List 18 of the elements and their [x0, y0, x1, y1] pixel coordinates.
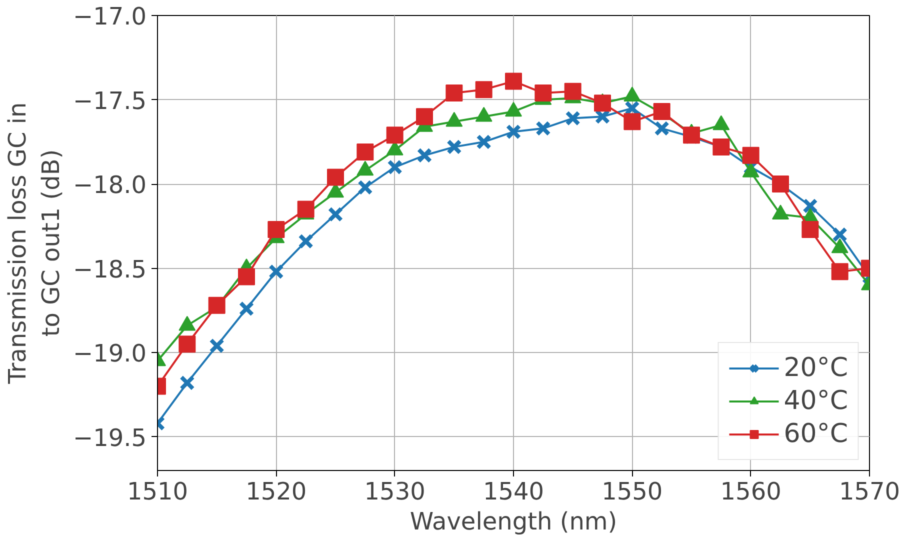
y-tick-label: −17.5 — [72, 86, 146, 115]
y-axis-title: Transmission loss GC in to GC out1 (dB) — [3, 102, 65, 385]
x-axis-title: Wavelength (nm) — [410, 508, 618, 536]
y-tick-label: −19.5 — [72, 424, 146, 452]
x-tick-label: 1570 — [838, 478, 900, 506]
legend-label: 20°C — [784, 353, 848, 383]
legend-label: 60°C — [784, 419, 848, 449]
legend-label: 40°C — [784, 386, 848, 416]
y-tick-label: −18.0 — [72, 171, 146, 200]
x-tick-label: 1530 — [364, 478, 426, 506]
x-tick-label: 1560 — [720, 478, 782, 506]
y-tick-label: −19.0 — [72, 340, 146, 368]
x-tick-label: 1540 — [482, 478, 544, 506]
x-tick-label: 1550 — [602, 478, 663, 506]
x-tick-label: 1510 — [126, 478, 188, 506]
y-tick-label: −17.0 — [72, 2, 146, 30]
y-tick-label: −18.5 — [72, 255, 146, 284]
x-tick-label: 1520 — [246, 478, 307, 506]
